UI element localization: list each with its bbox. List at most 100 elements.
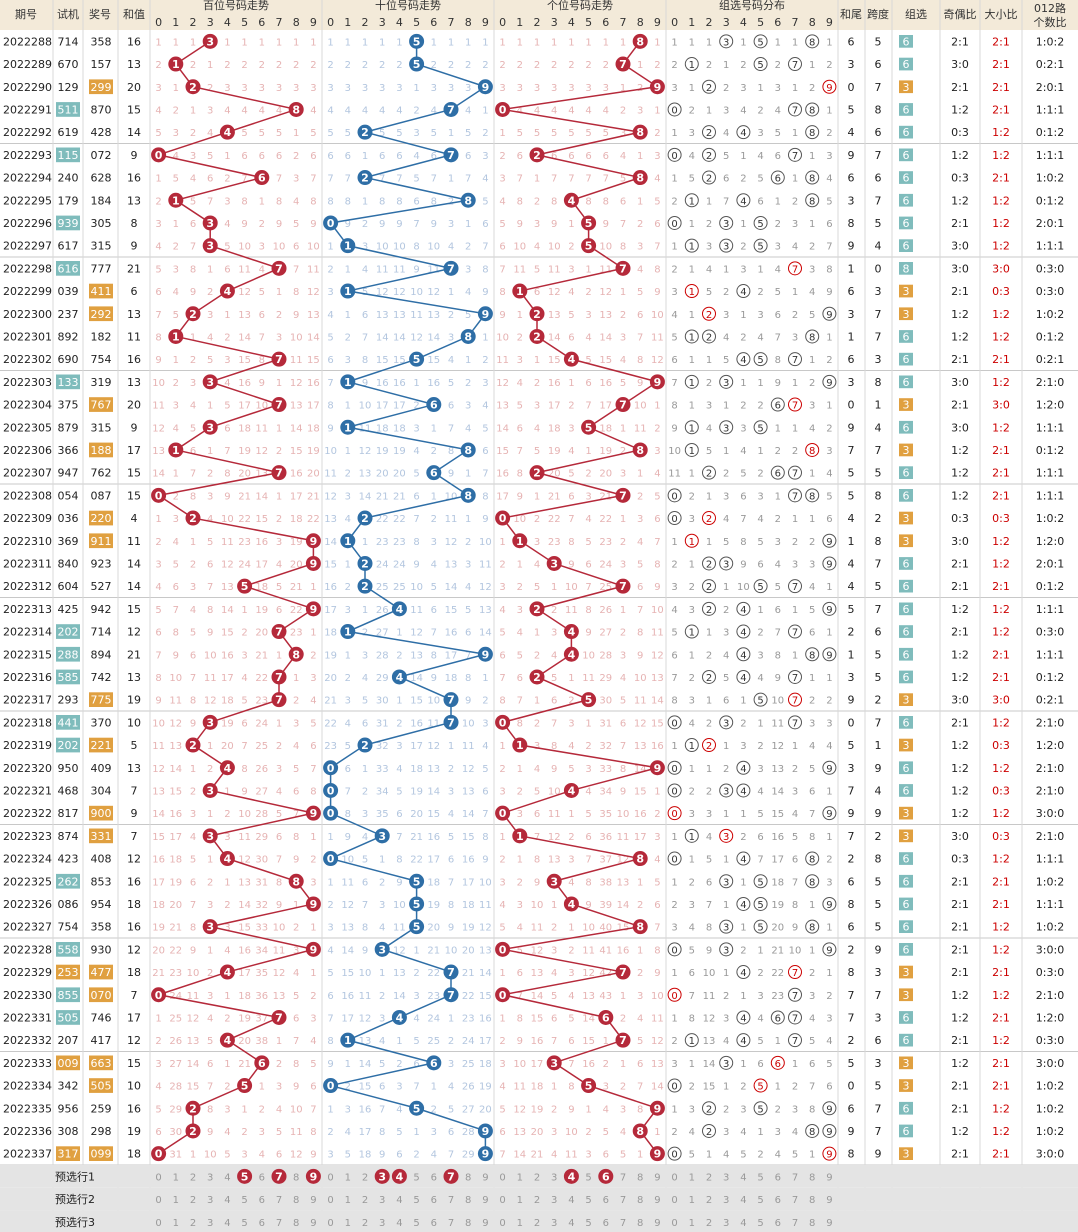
ball-digit: 9 (654, 81, 662, 94)
tail-cell: 3 (848, 58, 855, 71)
omission-cell: 3 (207, 105, 213, 116)
tail-cell: 8 (848, 1148, 855, 1161)
omission-cell: 13 (703, 1036, 716, 1047)
omission-cell: 24 (255, 718, 268, 729)
omission-cell: 3 (689, 128, 695, 139)
preselect-digit: 1 (173, 1195, 179, 1206)
omission-cell: 6 (345, 151, 351, 162)
omission-cell: 2 (792, 1082, 798, 1093)
group-digit: 1 (689, 1036, 695, 1047)
group-cell: 6 (903, 875, 910, 888)
ball-digit: 2 (533, 603, 541, 616)
omission-cell: 23 (393, 537, 406, 548)
ball-digit: 0 (327, 807, 335, 820)
omission-cell: 13 (479, 605, 492, 616)
omission-cell: 5 (482, 196, 488, 207)
omission-cell: 5 (276, 128, 282, 139)
omission-cell: 10 (290, 332, 303, 343)
ball-digit: 7 (275, 399, 283, 412)
omission-cell: 12 (238, 855, 251, 866)
road-cell: 1:0:2 (1036, 512, 1064, 525)
omission-cell: 22 (771, 968, 784, 979)
omission-cell: 4 (482, 174, 488, 185)
omission-cell: 7 (155, 310, 161, 321)
omission-cell: 3 (345, 696, 351, 707)
preselect-digit: 3 (379, 1195, 385, 1206)
omission-cell: 3 (603, 83, 609, 94)
omission-cell: 8 (482, 832, 488, 843)
sum-cell: 8 (131, 217, 138, 230)
omission-cell: 2 (706, 786, 712, 797)
winning-cell: 319 (91, 376, 112, 389)
period-cell: 2022291 (3, 103, 52, 116)
omission-cell: 2 (757, 968, 763, 979)
omission-cell: 3 (345, 83, 351, 94)
header-big_small: 大小比 (985, 7, 1018, 21)
omission-cell: 5 (826, 1059, 832, 1070)
omission-cell: 3 (224, 83, 230, 94)
omission-cell: 2 (362, 786, 368, 797)
ball-digit: 4 (396, 603, 404, 616)
omission-cell: 10 (513, 1059, 526, 1070)
omission-cell: 1 (809, 1150, 815, 1161)
omission-cell: 21 (238, 1059, 251, 1070)
omission-cell: 1 (448, 287, 454, 298)
omission-cell: 10 (548, 786, 561, 797)
omission-cell: 3 (775, 1127, 781, 1138)
omission-cell: 5 (345, 741, 351, 752)
omission-cell: 3 (757, 491, 763, 502)
odd-even-cell: 1:2 (951, 489, 969, 502)
span-cell: 8 (875, 103, 882, 116)
winning-badge (89, 737, 113, 753)
omission-cell: 4 (551, 105, 557, 116)
omission-cell: 2 (809, 537, 815, 548)
omission-cell: 5 (654, 877, 660, 888)
omission-cell: 4 (448, 809, 454, 820)
winning-cell: 411 (91, 285, 112, 298)
omission-cell: 25 (255, 741, 268, 752)
trial-cell: 511 (58, 103, 79, 116)
omission-cell: 3 (173, 401, 179, 412)
omission-cell: 2 (499, 151, 505, 162)
omission-cell: 1 (723, 855, 729, 866)
ball-h (202, 238, 218, 254)
road-cell: 2:0:1 (1036, 81, 1064, 94)
omission-cell: 12 (393, 945, 406, 956)
preselect-label: 预选行2 (55, 1193, 95, 1206)
preselect-digit: 7 (792, 1218, 798, 1229)
odd-even-cell: 2:1 (951, 1102, 969, 1115)
omission-cell: 1 (775, 423, 781, 434)
omission-cell: 3 (775, 83, 781, 94)
omission-cell: 12 (324, 491, 337, 502)
table-row: 2022311840923143526122417420115122424941… (3, 557, 1064, 570)
group-digit: 0 (671, 105, 677, 116)
group-digit-circle (788, 465, 802, 480)
omission-cell: 10 (565, 1127, 578, 1138)
odd-even-cell: 0:3 (951, 126, 969, 139)
ball-t (323, 782, 339, 798)
omission-cell: 5 (517, 401, 523, 412)
omission-cell: 11 (376, 264, 389, 275)
ball-t (374, 941, 390, 957)
omission-cell: 1 (534, 355, 540, 366)
group-badge (899, 806, 913, 820)
ball-t (443, 260, 459, 276)
group-digit-circle (736, 669, 751, 684)
span-cell: 8 (875, 489, 882, 502)
digit-header: 8 (809, 16, 816, 29)
omission-cell: 6 (826, 1082, 832, 1093)
omission-cell: 19 (152, 923, 165, 934)
omission-cell: 18 (548, 423, 561, 434)
table-row: 2022306366188171356171912215191011219194… (3, 442, 1064, 458)
group-digit: 1 (689, 242, 695, 253)
omission-cell: 3 (413, 991, 419, 1002)
omission-cell: 9 (396, 219, 402, 230)
omission-cell: 2 (775, 60, 781, 71)
omission-cell: 14 (290, 423, 303, 434)
omission-cell: 4 (259, 1150, 265, 1161)
tail-cell: 4 (848, 580, 855, 593)
group-digit: 1 (689, 537, 695, 548)
omission-cell: 6 (448, 855, 454, 866)
omission-cell: 1 (517, 764, 523, 775)
omission-cell: 12 (582, 968, 595, 979)
